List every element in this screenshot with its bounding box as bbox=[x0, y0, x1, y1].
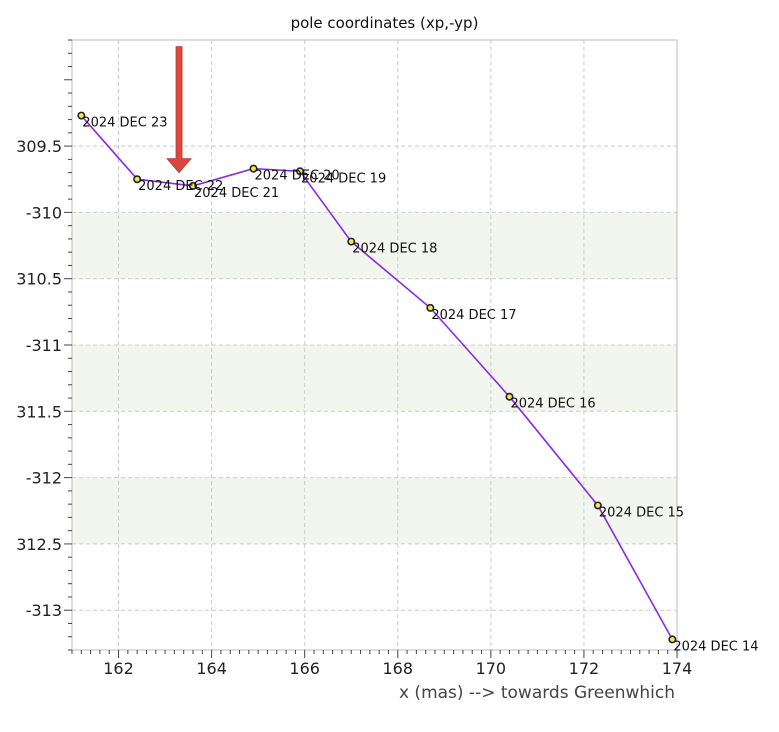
y-tick-label: 311.5 bbox=[16, 402, 62, 421]
arrow-icon bbox=[166, 46, 192, 174]
x-tick-label: 166 bbox=[289, 659, 320, 678]
data-point bbox=[505, 392, 514, 401]
point-label: 2024 DEC 16 bbox=[510, 397, 595, 412]
y-tick-label: 312.5 bbox=[16, 535, 62, 554]
data-point bbox=[668, 635, 677, 644]
point-label: 2024 DEC 17 bbox=[431, 308, 516, 323]
data-point bbox=[77, 111, 86, 120]
x-axis-label: x (mas) --> towards Greenwhich bbox=[399, 683, 675, 703]
data-point bbox=[347, 237, 356, 246]
point-label: 2024 DEC 23 bbox=[82, 116, 167, 131]
data-point bbox=[593, 501, 602, 510]
y-tick-label: -310 bbox=[26, 203, 62, 222]
shaded-band bbox=[72, 212, 677, 279]
y-tick-label: -311 bbox=[26, 336, 62, 355]
data-point bbox=[133, 175, 142, 184]
data-point bbox=[249, 164, 258, 173]
red-arrow-marker bbox=[166, 46, 192, 174]
y-tick-label: -312 bbox=[26, 469, 62, 488]
point-label: 2024 DEC 22 bbox=[138, 179, 223, 194]
point-label: 2024 DEC 20 bbox=[255, 169, 340, 184]
shaded-bands bbox=[72, 212, 677, 544]
series-line bbox=[80, 115, 673, 640]
shaded-band bbox=[72, 477, 677, 544]
x-tick-label: 174 bbox=[662, 659, 693, 678]
data-markers bbox=[77, 111, 677, 644]
x-tick-label: 164 bbox=[196, 659, 227, 678]
y-tick-label: 309.5 bbox=[16, 137, 62, 156]
chart-title: pole coordinates (xp,-yp) bbox=[291, 14, 479, 32]
shaded-band bbox=[72, 345, 677, 412]
y-tick-label: 310.5 bbox=[16, 270, 62, 289]
point-label: 2024 DEC 21 bbox=[194, 186, 279, 201]
x-tick-label: 162 bbox=[103, 659, 134, 678]
x-tick-label: 168 bbox=[382, 659, 413, 678]
x-tick-labels: 162 164 166 168 170 172 174 bbox=[103, 659, 692, 678]
point-label: 2024 DEC 15 bbox=[599, 505, 684, 520]
point-label: 2024 DEC 14 bbox=[673, 639, 758, 654]
point-label: 2024 DEC 19 bbox=[301, 171, 386, 186]
data-point bbox=[296, 167, 305, 176]
y-tick-labels: 309.5 -310 310.5 -311 311.5 -312 312.5 -313 bbox=[16, 137, 62, 620]
data-point bbox=[426, 303, 435, 312]
y-tick-label: -313 bbox=[26, 601, 62, 620]
x-tick-label: 170 bbox=[476, 659, 507, 678]
axis-ticks bbox=[64, 39, 678, 658]
x-tick-label: 172 bbox=[569, 659, 600, 678]
point-label: 2024 DEC 18 bbox=[352, 242, 437, 257]
data-point bbox=[189, 181, 198, 190]
